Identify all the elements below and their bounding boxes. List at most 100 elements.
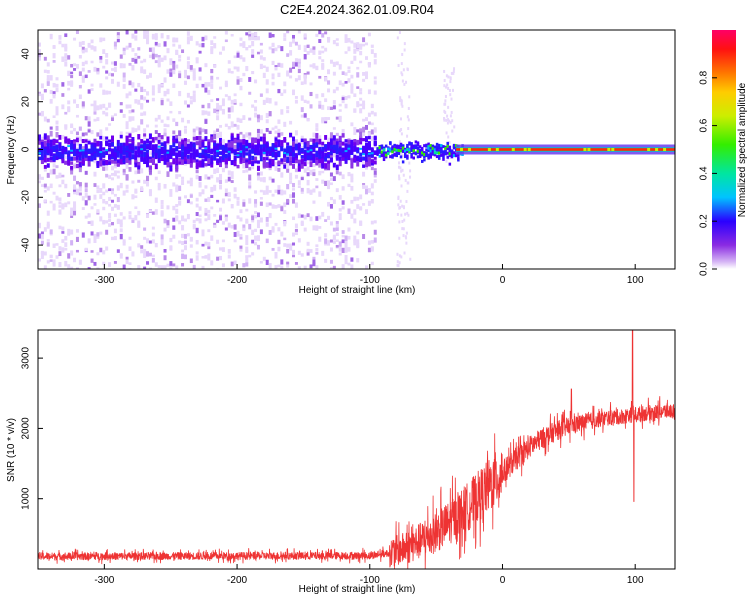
spectrogram-cell	[332, 135, 336, 140]
spectrogram-cell	[213, 214, 217, 217]
spectrogram-cell	[169, 267, 173, 269]
spectrogram-cell	[289, 146, 293, 153]
spectrogram-x-label: Height of straight line (km)	[299, 285, 416, 296]
spectrogram-cell	[410, 144, 413, 148]
spectrogram-cell	[437, 156, 441, 160]
spectrogram-cell	[344, 34, 348, 40]
spectrogram-cell	[262, 163, 266, 168]
spectrogram-cell	[248, 198, 252, 204]
spectrogram-cell	[108, 123, 112, 126]
spectrogram-cell	[160, 265, 164, 269]
spectrogram-cell	[405, 231, 408, 235]
spectrogram-cell	[324, 163, 328, 169]
spectrogram-cell	[178, 220, 182, 225]
spectrogram-cell	[300, 214, 304, 218]
spectrogram-cell	[318, 50, 322, 55]
spectrogram-cell	[143, 69, 147, 74]
spectrogram-cell	[210, 194, 214, 198]
spectrogram-cell	[347, 139, 351, 145]
spectrogram-cell	[186, 233, 190, 237]
spectrogram-cell	[297, 44, 301, 50]
spectrogram-cell	[271, 193, 275, 197]
spectrogram-cell	[99, 135, 103, 140]
spectrogram-cell	[198, 130, 202, 135]
spectrogram-cell	[239, 85, 243, 91]
spectrogram-cell	[303, 45, 307, 48]
spectrogram-y-tick-label: 20	[21, 96, 32, 108]
spectrogram-cell	[306, 118, 310, 122]
spectrogram-cell	[151, 55, 155, 60]
spectrogram-cell	[286, 243, 290, 248]
spectrogram-cell	[245, 32, 249, 36]
spectrogram-cell	[400, 184, 403, 188]
spectrogram-cell	[353, 126, 357, 131]
spectrogram-cell	[402, 234, 405, 238]
spectrogram-cell	[367, 152, 371, 155]
spectrogram-cell	[259, 42, 263, 46]
spectrogram-cell	[341, 174, 345, 180]
spectrogram-cell	[297, 165, 301, 172]
spectrogram-cell	[329, 153, 333, 159]
spectrogram-cell	[423, 152, 426, 156]
spectrogram-cell	[172, 63, 176, 67]
spectrogram-cell	[433, 148, 437, 152]
spectrogram-cell	[192, 128, 196, 133]
spectrogram-cell	[198, 192, 202, 197]
spectrogram-cell	[219, 137, 223, 142]
spectrogram-cell	[90, 250, 94, 253]
spectrogram-cell	[356, 86, 360, 89]
spectrogram-cell	[146, 238, 150, 244]
spectrogram-cell	[96, 163, 100, 168]
spectrogram-cell	[128, 236, 132, 240]
spectrogram-cell	[280, 259, 284, 265]
spectrogram-cell	[425, 151, 428, 155]
spectrogram-cell	[166, 205, 170, 210]
spectrogram-cell	[294, 229, 298, 236]
spectrogram-cell	[433, 145, 437, 149]
spectrogram-cell	[277, 72, 281, 78]
spectrogram-cell	[402, 68, 405, 72]
spectrogram-cell	[254, 137, 258, 143]
spectrogram-cell	[444, 94, 447, 98]
spectrogram-cell	[84, 215, 88, 219]
spectrogram-cell	[437, 154, 441, 158]
spectrogram-cell	[75, 191, 79, 196]
spectrogram-cell	[113, 236, 117, 241]
spectrogram-cell	[338, 135, 342, 141]
spectrogram-cell	[332, 240, 336, 244]
spectrogram-cell	[362, 43, 366, 47]
spectrogram-cell	[207, 242, 211, 247]
spectrogram-cell	[245, 262, 249, 267]
spectrogram-cell	[309, 216, 313, 222]
spectrogram-cell	[102, 37, 106, 42]
spectrogram-cell	[399, 129, 402, 133]
spectrogram-cell	[359, 108, 363, 114]
spectrogram-cell	[256, 236, 260, 242]
spectrogram-cell	[93, 194, 97, 200]
spectrogram-cell	[157, 60, 161, 67]
spectrogram-cell	[448, 141, 451, 145]
spectrogram-cell	[324, 145, 328, 149]
spectrogram-cell	[93, 118, 97, 122]
spectrogram-cell	[274, 47, 278, 52]
spectrogram-cell	[373, 156, 377, 160]
spectrogram-cell	[315, 185, 319, 189]
spectrogram-cell	[163, 227, 167, 232]
spectrogram-cell	[350, 199, 354, 204]
spectrogram-cell	[364, 156, 368, 163]
spectrogram-cell	[256, 133, 260, 139]
spectrogram-cell	[128, 143, 132, 148]
spectrogram-cell	[227, 107, 231, 113]
spectrogram-cell	[108, 102, 112, 106]
spectrogram-cell	[344, 259, 348, 265]
spectrogram-cell	[431, 146, 435, 150]
spectrogram-cell	[160, 234, 164, 240]
spectrogram-cell	[192, 132, 196, 138]
spectrogram-cell	[233, 66, 237, 70]
spectrogram-cell	[143, 157, 147, 162]
spectrogram-cell	[344, 81, 348, 84]
spectrogram-cell	[192, 68, 196, 74]
spectrogram-cell	[420, 153, 424, 157]
spectrogram-cell	[131, 142, 135, 147]
spectrogram-cell	[239, 145, 243, 151]
